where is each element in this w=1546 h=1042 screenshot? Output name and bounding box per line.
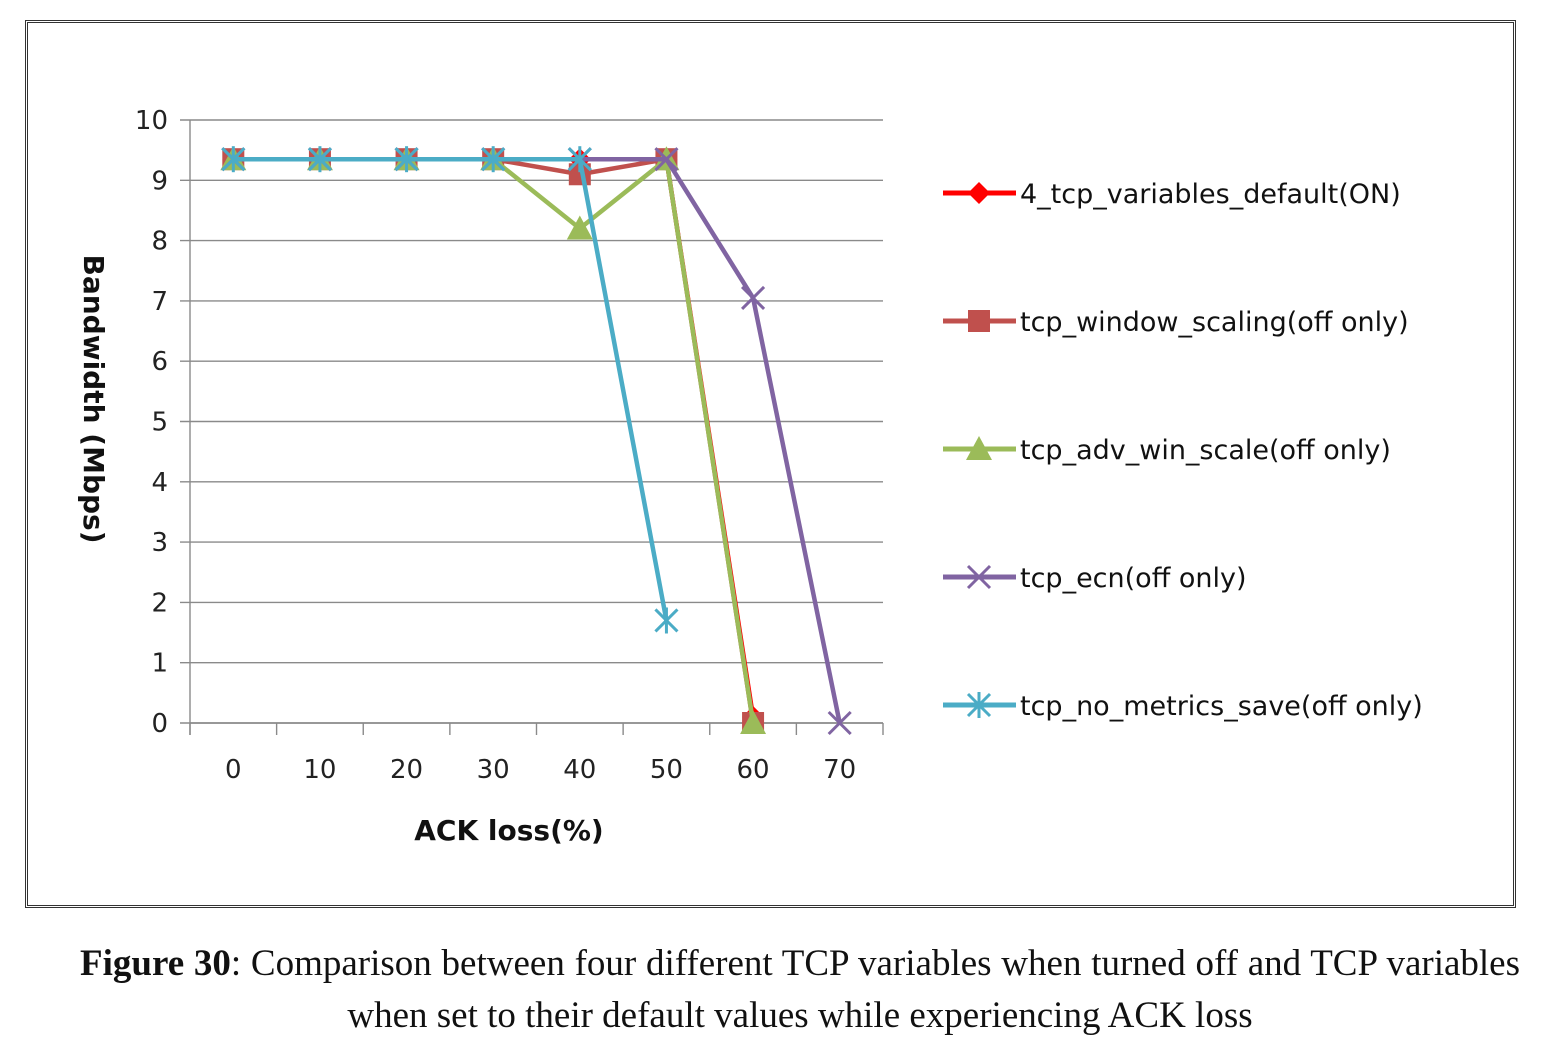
y-tick-label-10: 10 <box>135 106 168 136</box>
legend-marker-1 <box>968 310 990 332</box>
x-tick-label-20: 20 <box>390 755 423 785</box>
data-point-s4-50 <box>654 607 679 634</box>
y-tick-label-7: 7 <box>151 287 168 317</box>
legend-label-4: tcp_no_metrics_save(off only) <box>1020 691 1423 722</box>
y-tick-label-0: 0 <box>151 709 168 739</box>
legend-item-0: 4_tcp_variables_default(ON) <box>943 179 1401 210</box>
y-axis-title: Bandwidth (Mbps) <box>77 255 110 544</box>
legend-label-3: tcp_ecn(off only) <box>1020 563 1247 594</box>
figure-caption: Figure 30: Comparison between four diffe… <box>80 938 1520 1042</box>
data-point-s4-0 <box>221 146 246 173</box>
legend-item-4: tcp_no_metrics_save(off only) <box>943 691 1423 722</box>
x-tick-label-70: 70 <box>823 755 856 785</box>
y-tick-label-4: 4 <box>151 468 168 498</box>
series-line-0 <box>233 156 756 718</box>
series-line-1 <box>233 156 756 724</box>
legend-item-2: tcp_adv_win_scale(off only) <box>943 435 1391 466</box>
series-3 <box>221 147 852 736</box>
x-axis-title: ACK loss(%) <box>414 814 603 847</box>
caption-text: : Comparison between four different TCP … <box>230 943 1520 1036</box>
series-line-3 <box>233 156 842 724</box>
legend-item-3: tcp_ecn(off only) <box>943 563 1247 594</box>
y-tick-label-8: 8 <box>151 227 168 257</box>
x-tick-label-10: 10 <box>303 755 336 785</box>
x-tick-label-50: 50 <box>650 755 683 785</box>
y-tick-label-5: 5 <box>151 408 168 438</box>
data-point-s3-60 <box>741 285 766 310</box>
x-tick-label-30: 30 <box>477 755 510 785</box>
legend-marker-0 <box>968 182 990 204</box>
data-point-s2-60 <box>740 710 767 734</box>
y-tick-label-2: 2 <box>151 588 168 618</box>
data-point-s4-10 <box>307 146 332 173</box>
series-4 <box>221 146 679 634</box>
legend-label-2: tcp_adv_win_scale(off only) <box>1020 435 1391 466</box>
series-1 <box>222 148 765 734</box>
data-point-s3-50 <box>654 147 679 172</box>
figure-label: Figure 30 <box>80 943 231 984</box>
legend-label-0: 4_tcp_variables_default(ON) <box>1020 179 1401 210</box>
x-tick-label-0: 0 <box>225 755 242 785</box>
x-tick-label-40: 40 <box>563 755 596 785</box>
y-tick-label-6: 6 <box>151 347 168 377</box>
line-chart: 0 1 2 3 4 5 6 7 8 9 10 0 10 20 30 40 50 60 70 4_tcp_variab… <box>77 106 1423 847</box>
legend-item-1: tcp_window_scaling(off only) <box>943 307 1409 338</box>
chart-frame: 0 1 2 3 4 5 6 7 8 9 10 0 10 20 30 40 50 60 70 4_tcp_variab… <box>25 20 1516 908</box>
data-point-s3-70 <box>827 710 852 736</box>
series-0 <box>222 148 765 728</box>
series-line-4 <box>233 156 669 621</box>
series-line-2 <box>233 156 756 724</box>
legend-label-1: tcp_window_scaling(off only) <box>1020 307 1409 338</box>
data-point-s4-20 <box>394 146 419 173</box>
data-point-s2-40 <box>566 215 593 240</box>
series-2 <box>220 146 767 734</box>
legend-marker-3 <box>966 564 992 590</box>
data-point-s4-40 <box>567 146 592 173</box>
y-tick-label-9: 9 <box>151 166 168 196</box>
y-tick-label-1: 1 <box>151 649 168 679</box>
x-tick-label-60: 60 <box>737 755 770 785</box>
y-tick-label-3: 3 <box>151 528 168 558</box>
legend-marker-2 <box>966 436 992 460</box>
data-point-s4-30 <box>481 146 506 173</box>
legend-marker-4 <box>966 692 992 718</box>
